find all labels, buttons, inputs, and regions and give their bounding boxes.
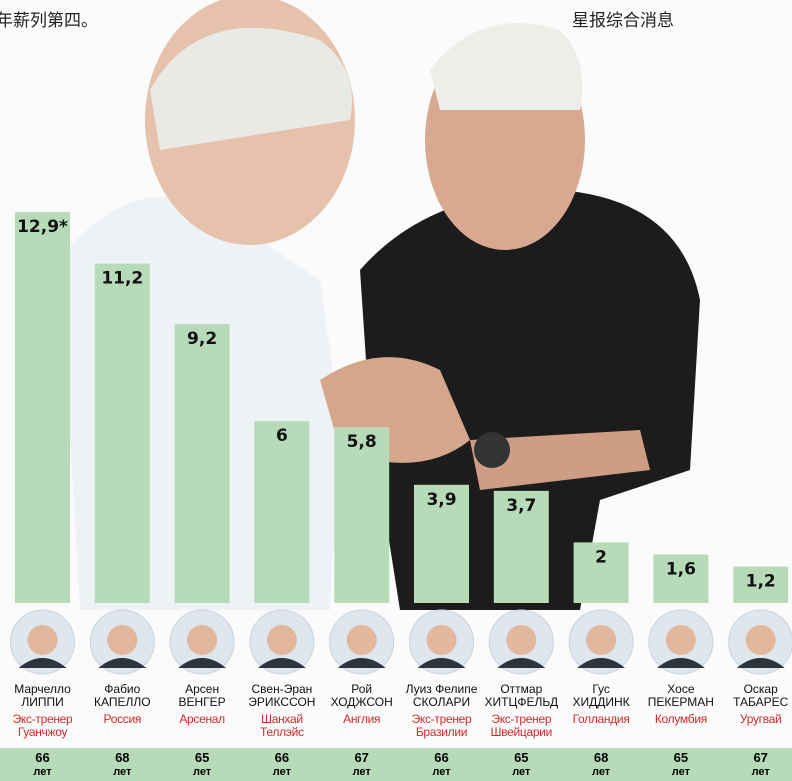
team: Экс-тренер Швейцарии xyxy=(482,713,561,739)
team: Россия xyxy=(83,713,162,726)
value-label: 6 xyxy=(276,426,288,446)
age: 67 xyxy=(723,750,792,765)
portrait-face xyxy=(746,625,776,655)
last-name: ТАБАРЕС xyxy=(721,696,792,709)
age-unit: лет xyxy=(484,766,559,778)
page: 12,9* 11,2 9,2 6 5,8 3,9 3,7 2 1,6 1,2 年薪列第四。 星报综… xyxy=(0,0,792,781)
header-left: 年薪列第四。 xyxy=(0,6,98,31)
team: Экс-тренер Гуанчжоу xyxy=(3,713,82,739)
age-unit: лет xyxy=(324,766,399,778)
team: Уругвай xyxy=(721,713,792,726)
value-label: 2 xyxy=(595,547,607,567)
age: 65 xyxy=(643,750,718,765)
value-label: 1,2 xyxy=(746,572,776,592)
portrait-face xyxy=(267,625,297,655)
portrait-face xyxy=(506,625,536,655)
value-label: 11,2 xyxy=(101,269,143,289)
age: 67 xyxy=(324,750,399,765)
last-name: КАПЕЛЛО xyxy=(83,696,162,709)
portrait-face xyxy=(107,625,137,655)
last-name: ХОДЖСОН xyxy=(322,696,401,709)
age: 66 xyxy=(244,750,319,765)
team: Арсенал xyxy=(163,713,242,726)
age-unit: лет xyxy=(244,766,319,778)
team: Шанхай Теллэйс xyxy=(242,713,321,739)
portrait-face xyxy=(28,625,58,655)
portrait-face xyxy=(347,625,377,655)
bar xyxy=(175,324,230,603)
last-name: ЛИППИ xyxy=(3,696,82,709)
team: Англия xyxy=(322,713,401,726)
bar xyxy=(95,264,150,603)
last-name: ВЕНГЕР xyxy=(163,696,242,709)
age-unit: лет xyxy=(165,766,240,778)
portrait-face xyxy=(586,625,616,655)
age-unit: лет xyxy=(723,766,792,778)
age: 66 xyxy=(5,750,80,765)
age-unit: лет xyxy=(404,766,479,778)
age: 68 xyxy=(564,750,639,765)
bar xyxy=(254,421,309,603)
portrait-face xyxy=(427,625,457,655)
age: 68 xyxy=(85,750,160,765)
age-unit: лет xyxy=(564,766,639,778)
age-unit: лет xyxy=(643,766,718,778)
last-name: ХИДДИНК xyxy=(562,696,641,709)
value-label: 3,7 xyxy=(506,496,536,516)
team: Колумбия xyxy=(641,713,720,726)
value-label: 9,2 xyxy=(187,329,217,349)
value-label: 1,6 xyxy=(666,560,696,580)
portrait-face xyxy=(187,625,217,655)
team: Экс-тренер Бразилии xyxy=(402,713,481,739)
header-right: 星报综合消息 xyxy=(572,6,674,31)
last-name: ХИТЦФЕЛЬД xyxy=(482,696,561,709)
coach-info: ФабиоКАПЕЛЛОРоссия xyxy=(83,683,162,726)
age-unit: лет xyxy=(85,766,160,778)
age: 65 xyxy=(484,750,559,765)
team: Голландия xyxy=(562,713,641,726)
portrait-face xyxy=(666,625,696,655)
bar xyxy=(15,212,70,603)
value-label: 12,9* xyxy=(17,217,68,237)
age: 66 xyxy=(404,750,479,765)
chart: 12,9* 11,2 9,2 6 5,8 3,9 3,7 2 1,6 1,2 xyxy=(0,0,792,781)
value-label: 3,9 xyxy=(426,490,456,510)
last-name: ПЕКЕРМАН xyxy=(641,696,720,709)
age-unit: лет xyxy=(5,766,80,778)
bar xyxy=(334,427,389,603)
last-name: СКОЛАРИ xyxy=(402,696,481,709)
age: 65 xyxy=(165,750,240,765)
last-name: ЭРИКССОН xyxy=(242,696,321,709)
value-label: 5,8 xyxy=(347,432,377,452)
